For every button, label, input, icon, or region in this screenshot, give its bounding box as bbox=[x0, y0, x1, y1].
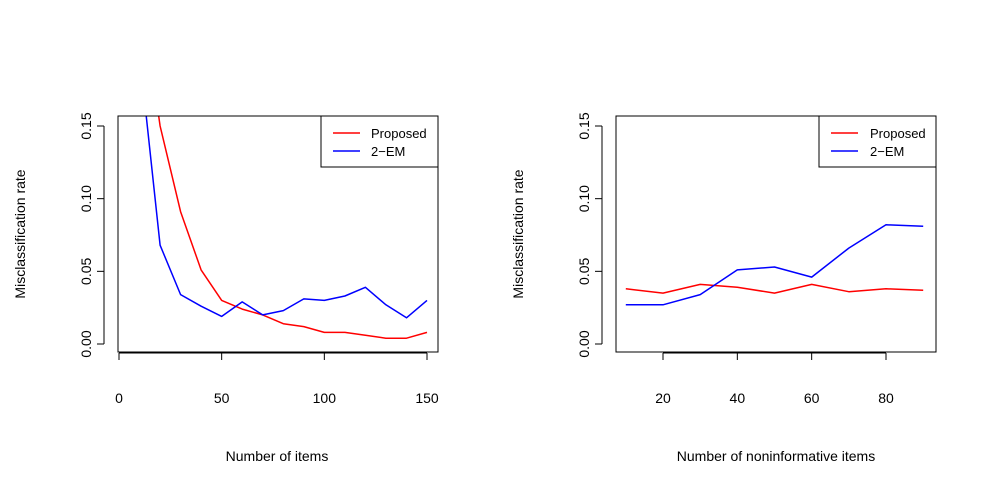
right-x-tick-label: 80 bbox=[878, 390, 894, 406]
right-y-axis: 0.00 0.05 0.10 0.15 bbox=[576, 112, 603, 358]
right-x-axis: 20 40 60 80 bbox=[655, 352, 894, 406]
left-legend-box bbox=[320, 115, 439, 168]
left-legend-proposed-label: Proposed bbox=[371, 126, 427, 141]
right-plot-frame bbox=[615, 115, 937, 353]
left-legend: Proposed 2−EM bbox=[320, 115, 439, 168]
right-x-tick-label: 40 bbox=[730, 390, 746, 406]
left-x-tick-label: 100 bbox=[313, 390, 337, 406]
right-y-tick-label: 0.05 bbox=[576, 257, 592, 284]
left-x-axis: 0 50 100 150 bbox=[115, 352, 439, 406]
left-panel: 0.00 0.05 0.10 0.15 0 50 100 150 Number of ite… bbox=[12, 112, 439, 464]
left-series-group bbox=[145, 116, 428, 339]
right-y-tick-label: 0.15 bbox=[576, 112, 592, 139]
left-y-tick-label: 0.10 bbox=[78, 185, 94, 212]
right-x-axis-label: Number of noninformative items bbox=[677, 448, 875, 464]
left-series-2em-line bbox=[145, 116, 428, 319]
right-x-tick-label: 60 bbox=[804, 390, 820, 406]
left-y-tick-label: 0.15 bbox=[78, 112, 94, 139]
right-legend-box bbox=[818, 115, 937, 168]
right-legend-proposed-label: Proposed bbox=[870, 126, 926, 141]
left-plot-frame bbox=[117, 115, 439, 353]
right-panel: 0.00 0.05 0.10 0.15 20 40 60 80 Number of noni… bbox=[510, 112, 937, 464]
right-legend-2em-label: 2−EM bbox=[870, 144, 904, 159]
right-y-tick-label: 0.00 bbox=[576, 330, 592, 357]
right-series-proposed-line bbox=[625, 283, 924, 294]
left-y-tick-label: 0.05 bbox=[78, 257, 94, 284]
right-y-tick-label: 0.10 bbox=[576, 185, 592, 212]
left-x-tick-label: 50 bbox=[214, 390, 230, 406]
left-y-axis: 0.00 0.05 0.10 0.15 bbox=[78, 112, 105, 358]
left-x-tick-label: 0 bbox=[115, 390, 123, 406]
left-legend-2em-label: 2−EM bbox=[371, 144, 405, 159]
left-x-axis-label: Number of items bbox=[226, 448, 329, 464]
right-y-axis-label: Misclassification rate bbox=[510, 169, 526, 298]
left-x-tick-label: 150 bbox=[415, 390, 439, 406]
left-series-proposed-line bbox=[157, 116, 428, 339]
right-series-2em-line bbox=[625, 224, 924, 306]
left-y-axis-label: Misclassification rate bbox=[12, 169, 28, 298]
right-x-tick-label: 20 bbox=[655, 390, 671, 406]
left-y-tick-label: 0.00 bbox=[78, 330, 94, 357]
right-series-group bbox=[625, 224, 924, 306]
right-legend: Proposed 2−EM bbox=[818, 115, 937, 168]
